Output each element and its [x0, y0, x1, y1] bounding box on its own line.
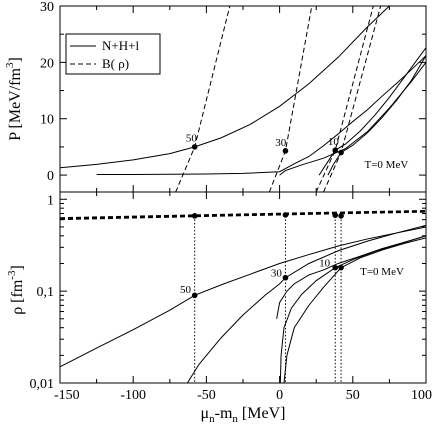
- top-point-1: [282, 148, 289, 154]
- bottom-vertical-guides: [194, 215, 342, 383]
- top-annotation-3: T=0 MeV: [365, 159, 409, 171]
- legend-box: [65, 33, 161, 75]
- top-y-ticks: 0 10 20 30: [40, 0, 426, 184]
- top-point-2: [332, 147, 339, 154]
- bottom-y-tick-label-1: 0,1: [37, 285, 55, 300]
- bottom-point-1: [282, 274, 289, 281]
- bottom-annotation-0: 50: [180, 284, 192, 296]
- bottom-x-tick-label-3: 0: [276, 388, 283, 403]
- top-series-3: [318, 47, 426, 176]
- bottom-series-1: [186, 224, 426, 383]
- top-y-tick-label-2: 20: [40, 56, 54, 71]
- bottom-point-7: [338, 213, 344, 219]
- top-series-5: [175, 6, 231, 192]
- top-series-0: [60, 6, 390, 169]
- bottom-series-3: [279, 235, 426, 383]
- top-points-group: [191, 144, 344, 156]
- top-annotation-0: 50: [186, 132, 198, 144]
- top-annotation-2: 10: [328, 136, 340, 148]
- bottom-point-5: [282, 212, 289, 218]
- bottom-series-8: [60, 209, 426, 219]
- top-point-0: [191, 144, 198, 150]
- bottom-y-tick-label-2: 1: [47, 193, 54, 208]
- bottom-x-tick-label-2: -50: [197, 388, 216, 403]
- bottom-x-tick-label-1: -100: [120, 388, 146, 403]
- top-x-ticks: [59, 6, 427, 192]
- top-y-tick-label-0: 0: [47, 169, 54, 184]
- bottom-x-tick-label-0: -150: [54, 388, 80, 403]
- bottom-series-group: [60, 209, 426, 383]
- bottom-plot-frame: [59, 191, 427, 384]
- legend-entry-0: N+H+l: [102, 38, 139, 53]
- top-series-7: [315, 6, 374, 192]
- bottom-panel: 0,01 0,1 1 -150 -100 -50 0 50 100 50 30 10 T=0 MeV…: [6, 191, 432, 424]
- bottom-annotations: 50 30 10 T=0 MeV: [180, 258, 404, 297]
- bottom-x-ticks: -150 -100 -50 0 50 100: [54, 192, 432, 403]
- bottom-y-axis-label: ρ [fm-3]: [6, 265, 26, 315]
- top-annotation-1: 30: [275, 137, 287, 149]
- bottom-series-0: [60, 226, 426, 368]
- bottom-annotation-1: 30: [271, 267, 283, 279]
- top-y-axis-label: P [MeV/fm3]: [4, 57, 24, 141]
- bottom-series-7: [60, 211, 426, 221]
- top-series-4: [327, 55, 426, 176]
- bottom-point-4: [191, 213, 198, 219]
- bottom-x-tick-label-5: 100: [411, 388, 432, 403]
- bottom-x-tick-label-4: 50: [346, 388, 360, 403]
- bottom-points-group: [191, 212, 344, 299]
- bottom-y-tick-label-0: 0,01: [30, 377, 55, 392]
- legend: N+H+l B( ρ): [65, 33, 161, 75]
- x-axis-label: μn-mn [MeV]: [201, 405, 286, 424]
- top-annotations: 50 30 10 T=0 MeV: [186, 132, 408, 170]
- bottom-series-6: [60, 210, 426, 219]
- bottom-y-ticks: 0,01 0,1 1: [30, 193, 426, 392]
- bottom-annotation-2: 10: [319, 258, 331, 270]
- bottom-point-0: [191, 292, 198, 299]
- top-series-1: [96, 55, 426, 176]
- bottom-annotation-3: T=0 MeV: [360, 266, 404, 278]
- bottom-series-4: [283, 237, 426, 383]
- top-y-tick-label-1: 10: [40, 113, 54, 128]
- bottom-point-2: [332, 264, 339, 271]
- top-panel: 0 10 20 30 50 30 10 T=0 MeV P [MeV/fm3] N+H+l …: [4, 0, 427, 193]
- bottom-series-5: [60, 211, 426, 220]
- legend-entry-1: B( ρ): [102, 56, 129, 71]
- top-y-tick-label-3: 30: [40, 0, 54, 15]
- bottom-point-6: [332, 212, 339, 219]
- top-point-3: [338, 149, 344, 156]
- bottom-point-3: [338, 264, 344, 271]
